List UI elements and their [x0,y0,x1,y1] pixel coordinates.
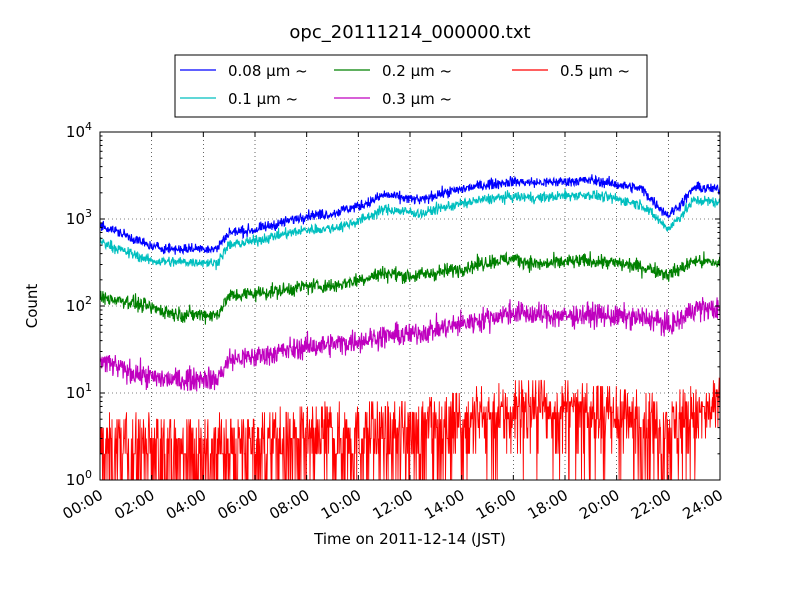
legend-entry-label: 0.5 μm ~ [560,62,630,80]
y-tick-label: 104 [66,120,92,141]
legend-entry-label: 0.2 μm ~ [382,62,452,80]
legend-entry-label: 0.3 μm ~ [382,90,452,108]
y-tick-label: 103 [66,207,92,228]
series-line-3 [99,297,721,392]
y-axis-label: Count [23,284,41,329]
series-line-1 [99,189,721,271]
legend-entry-label: 0.1 μm ~ [228,90,298,108]
series-line-2 [99,251,721,325]
y-tick-label: 101 [66,381,92,402]
y-tick-label: 102 [66,294,92,315]
y-tick-labels: 100 101 102 103 104 [66,120,92,489]
series-line-0 [99,174,721,256]
legend-box [174,54,648,118]
legend-entry-label: 0.08 μm ~ [228,62,308,80]
y-tick-label: 100 [66,468,92,489]
chart-title: opc_20111214_000000.txt [289,22,530,43]
legend: 0.08 μm ~ 0.1 μm ~ 0.2 μm ~ 0.3 μm ~ 0.5 μm … [174,54,648,118]
axis-ticks [99,131,721,481]
x-axis-label: Time on 2011-12-14 (JST) [313,530,506,548]
